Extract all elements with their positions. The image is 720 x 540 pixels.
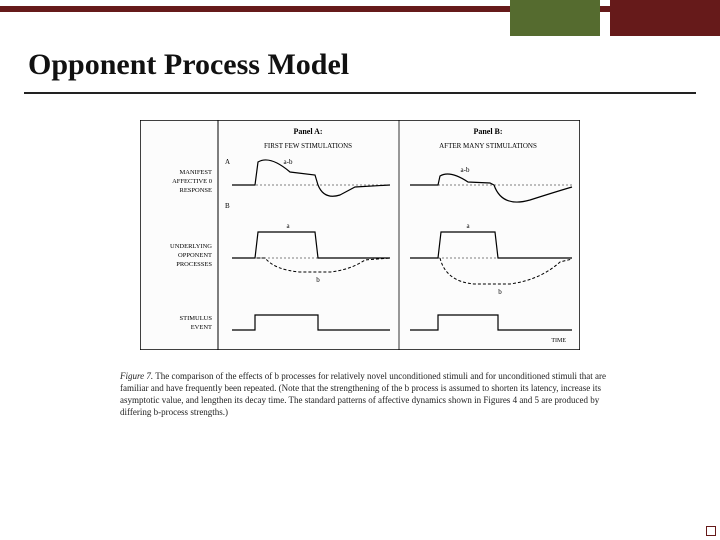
caption-body: The comparison of the effects of b proce… (120, 371, 606, 417)
row2B-b: b (498, 288, 502, 296)
row3-label2: EVENT (191, 324, 212, 331)
panel-b-subtitle: AFTER MANY STIMULATIONS (439, 142, 537, 150)
panel-a-header: Panel A: (293, 127, 322, 136)
row2A-b: b (316, 276, 320, 284)
row1-label2: AFFECTIVE 0 (172, 178, 212, 185)
title-divider (24, 92, 696, 94)
row1-label3: RESPONSE (179, 187, 212, 194)
row1-tagB: B (225, 202, 230, 210)
figure-diagram: Panel A: Panel B: FIRST FEW STIMULATIONS… (140, 120, 580, 350)
row2-label3: PROCESSES (176, 261, 212, 268)
panel-b-header: Panel B: (473, 127, 502, 136)
row1B-ab: a-b (461, 166, 470, 174)
row3-label1: STIMULUS (179, 315, 212, 322)
row1A-ab: a-b (284, 158, 293, 166)
row2-label1: UNDERLYING (170, 243, 212, 250)
row1-label1: MANIFEST (179, 169, 212, 176)
page-title: Opponent Process Model (28, 48, 349, 82)
figure-caption: Figure 7. The comparison of the effects … (120, 370, 620, 419)
corner-marker-icon (706, 526, 716, 536)
row2-label2: OPPONENT (178, 252, 212, 259)
time-label: TIME (551, 338, 566, 344)
panel-a-subtitle: FIRST FEW STIMULATIONS (264, 142, 352, 150)
caption-lead: Figure 7. (120, 371, 153, 381)
header-block-green (510, 0, 600, 36)
row1-tagA: A (225, 158, 230, 166)
header-block-red (610, 0, 720, 36)
header-bar (0, 0, 720, 40)
